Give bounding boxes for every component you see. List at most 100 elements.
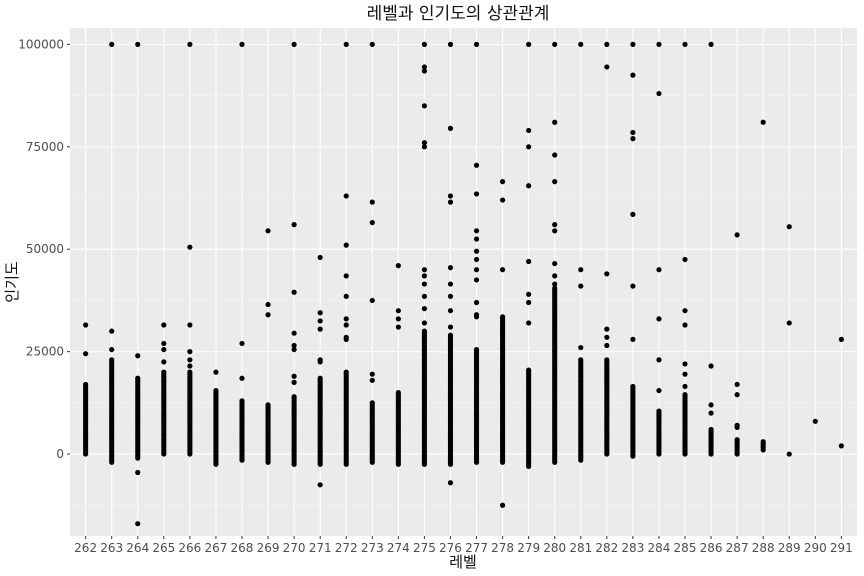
y-tick-label: 100000 <box>18 37 64 51</box>
data-point <box>708 426 714 433</box>
data-point <box>604 64 610 70</box>
x-tick-label: 287 <box>726 541 749 555</box>
data-point <box>369 199 375 205</box>
data-point <box>317 326 323 332</box>
data-point <box>135 375 141 381</box>
data-point <box>395 308 401 314</box>
data-point <box>343 193 349 199</box>
x-tick-label: 263 <box>100 541 123 555</box>
data-point <box>552 281 558 287</box>
x-tick-label: 273 <box>361 541 384 555</box>
x-tick-label: 270 <box>283 541 306 555</box>
data-point <box>682 361 688 367</box>
data-point <box>682 256 688 263</box>
data-point <box>343 242 349 248</box>
data-point <box>421 293 428 299</box>
x-tick-label: 278 <box>491 541 514 555</box>
data-point <box>109 328 115 334</box>
data-point <box>291 379 297 385</box>
data-point <box>526 258 532 265</box>
x-tick-label: 284 <box>647 541 670 555</box>
x-axis-title: 레벨 <box>449 553 477 571</box>
data-point <box>421 328 428 334</box>
data-point <box>447 281 454 287</box>
data-point <box>265 312 271 318</box>
data-point <box>421 103 428 109</box>
data-point <box>578 344 584 351</box>
data-point <box>421 144 428 150</box>
data-point <box>708 402 714 408</box>
data-point <box>708 41 714 47</box>
data-point <box>682 371 688 377</box>
y-tick-label: 50000 <box>26 242 64 256</box>
data-point <box>578 283 584 289</box>
data-point <box>526 299 532 306</box>
data-point <box>343 273 349 279</box>
y-tick-label: 25000 <box>26 345 64 359</box>
data-point <box>369 371 375 377</box>
data-point <box>473 312 480 318</box>
data-point <box>161 359 167 365</box>
data-point <box>239 41 245 47</box>
x-tick-label: 264 <box>126 541 149 555</box>
data-point <box>604 334 610 340</box>
data-point <box>838 336 844 342</box>
x-tick-label: 262 <box>74 541 97 555</box>
data-point <box>317 482 323 488</box>
data-point <box>447 125 454 131</box>
data-point <box>239 340 245 347</box>
x-tick-label: 286 <box>700 541 723 555</box>
data-point <box>187 349 193 355</box>
data-point <box>473 191 480 197</box>
data-point <box>786 451 792 457</box>
data-point <box>447 480 454 486</box>
data-point <box>604 326 610 332</box>
x-tick-label: 279 <box>517 541 540 555</box>
data-point <box>552 119 558 125</box>
y-axis: 0 25000 50000 75000 100000 <box>18 37 70 461</box>
data-point <box>83 322 89 328</box>
data-point <box>526 367 532 373</box>
data-point <box>265 301 271 308</box>
data-point <box>317 254 323 261</box>
data-point <box>291 41 297 47</box>
data-point <box>552 41 558 47</box>
data-point <box>630 72 636 78</box>
data-point <box>552 228 558 234</box>
data-point <box>473 256 480 263</box>
data-point <box>708 410 714 416</box>
data-point <box>317 357 323 363</box>
x-tick-label: 277 <box>465 541 488 555</box>
data-point <box>656 267 662 273</box>
x-tick-label: 274 <box>387 541 410 555</box>
chart-title: 레벨과 인기도의 상관관계 <box>367 4 550 24</box>
data-point <box>473 299 480 306</box>
data-point <box>291 394 297 400</box>
data-point <box>473 228 480 234</box>
data-point <box>109 357 115 363</box>
x-tick-label: 283 <box>621 541 644 555</box>
data-point <box>473 162 480 168</box>
data-point <box>656 90 662 97</box>
data-point <box>447 308 454 314</box>
data-point <box>317 318 323 324</box>
data-point <box>812 418 818 424</box>
x-tick-label: 288 <box>752 541 775 555</box>
data-point <box>421 64 428 70</box>
data-point <box>499 502 506 508</box>
data-point <box>499 267 506 273</box>
data-point <box>630 129 636 136</box>
data-point <box>447 324 454 330</box>
data-point <box>682 41 688 47</box>
data-point <box>526 183 532 189</box>
data-point <box>213 369 219 375</box>
data-point <box>630 211 636 218</box>
data-point <box>499 179 506 185</box>
x-tick-label: 265 <box>152 541 175 555</box>
data-point <box>421 273 428 279</box>
data-point <box>343 293 349 299</box>
data-point <box>109 41 115 47</box>
data-point <box>343 316 349 322</box>
data-point <box>291 346 297 353</box>
